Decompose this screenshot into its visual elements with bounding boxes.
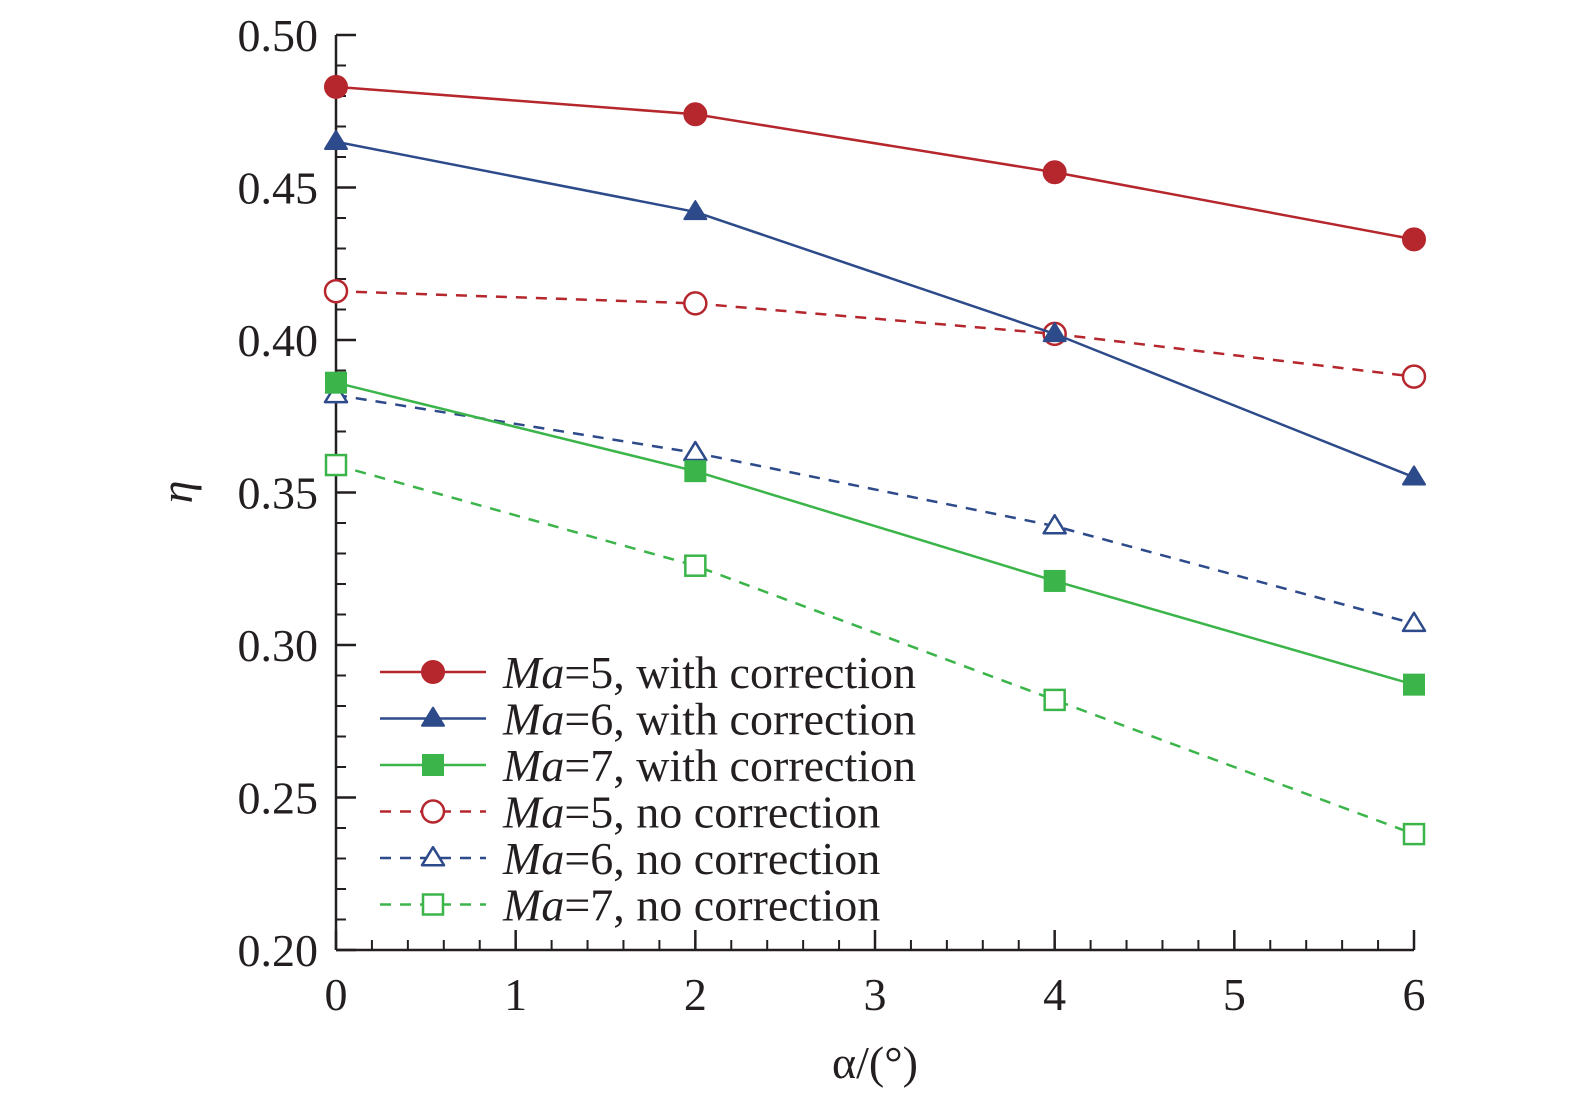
data-point xyxy=(683,200,708,221)
legend-label: Ma=7, with correction xyxy=(502,740,916,791)
data-point xyxy=(1402,822,1426,846)
series-6 xyxy=(324,453,1426,846)
data-point xyxy=(1402,465,1426,486)
data-point xyxy=(1042,160,1067,185)
x-tick-label: 3 xyxy=(864,969,887,1020)
legend-label: Ma=7, no correction xyxy=(502,880,880,931)
data-point xyxy=(1401,611,1427,633)
data-point xyxy=(683,440,708,462)
series-1 xyxy=(324,74,1426,252)
data-point xyxy=(324,129,348,150)
series-line xyxy=(335,85,1415,241)
legend-label: Ma=6, no correction xyxy=(502,833,880,884)
legend-label: Ma=5, no correction xyxy=(502,787,880,838)
x-tick-label: 6 xyxy=(1403,969,1426,1020)
data-point xyxy=(324,74,348,99)
y-tick-label: 0.20 xyxy=(238,925,319,976)
legend-item: Ma=6, with correction xyxy=(380,694,916,745)
legend-label: Ma=6, with correction xyxy=(502,694,916,745)
legend-item: Ma=6, no correction xyxy=(380,833,880,884)
x-tick-label: 2 xyxy=(684,969,707,1020)
series-4 xyxy=(323,278,1427,389)
x-tick-label: 1 xyxy=(504,969,527,1020)
series-2 xyxy=(324,129,1426,486)
legend-marker xyxy=(421,893,445,916)
data-point xyxy=(1042,322,1067,343)
y-axis-title: η xyxy=(151,481,202,504)
legend-marker xyxy=(420,799,446,824)
y-tick-label: 0.40 xyxy=(238,315,319,366)
data-point xyxy=(324,453,348,477)
data-point xyxy=(683,102,708,127)
series-line xyxy=(335,463,1415,836)
data-point xyxy=(323,278,349,304)
legend-item: Ma=7, no correction xyxy=(380,880,880,931)
data-point xyxy=(1043,688,1066,712)
x-tick-label: 4 xyxy=(1043,969,1066,1020)
series-line xyxy=(335,381,1415,686)
data-point xyxy=(684,460,707,483)
data-point xyxy=(325,371,347,394)
y-tick-label: 0.30 xyxy=(238,620,319,671)
data-point xyxy=(683,291,708,316)
legend-item: Ma=7, with correction xyxy=(380,740,916,791)
x-tick-label: 0 xyxy=(325,969,348,1020)
data-point xyxy=(684,554,707,577)
y-axis-ticks: 0.20 0.25 0.30 0.35 0.40 0.45 0.50 xyxy=(238,10,356,976)
legend-marker xyxy=(422,754,444,776)
series-line xyxy=(335,289,1415,378)
x-tick-label: 5 xyxy=(1223,969,1246,1020)
series-line xyxy=(335,393,1415,625)
data-point xyxy=(1043,569,1066,592)
legend-marker xyxy=(420,845,446,867)
y-tick-label: 0.25 xyxy=(238,773,319,824)
legend-marker xyxy=(421,660,445,684)
series-layer xyxy=(323,74,1427,846)
data-point xyxy=(1401,364,1427,389)
y-tick-label: 0.35 xyxy=(238,468,319,519)
x-axis-title: α/(°) xyxy=(832,1037,918,1088)
x-axis-ticks: 0 1 2 3 4 5 6 xyxy=(325,930,1426,1020)
data-point xyxy=(1402,227,1426,252)
series-line xyxy=(335,140,1415,479)
legend-item: Ma=5, no correction xyxy=(380,787,880,838)
series-3 xyxy=(325,371,1425,696)
data-point xyxy=(1403,673,1425,696)
legend-marker xyxy=(421,706,445,727)
series-5 xyxy=(323,382,1427,633)
y-tick-label: 0.45 xyxy=(238,163,319,214)
y-tick-label: 0.50 xyxy=(238,10,319,61)
data-point xyxy=(1042,514,1067,535)
legend-item: Ma=5, with correction xyxy=(380,647,916,698)
legend-label: Ma=5, with correction xyxy=(502,647,916,698)
